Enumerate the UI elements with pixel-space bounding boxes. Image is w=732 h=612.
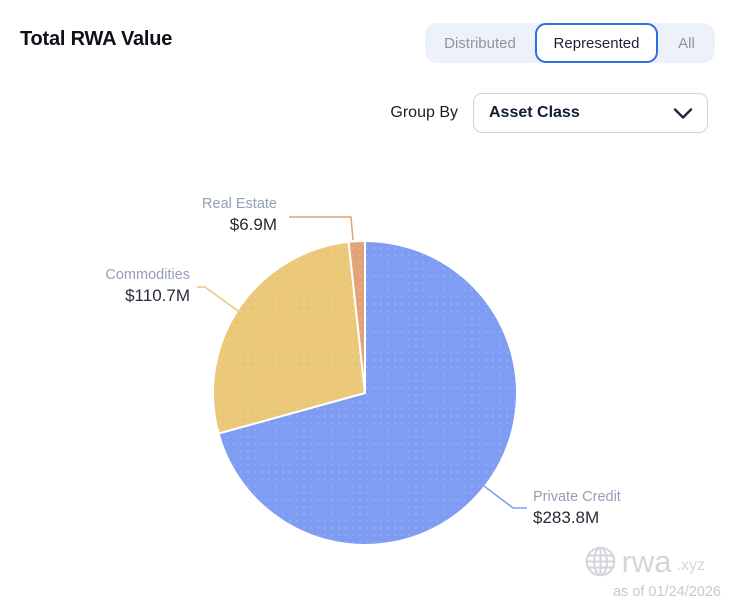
label-commodities-name: Commodities (105, 267, 190, 283)
watermark-brand: rwa (621, 544, 672, 579)
group-by-label: Group By (390, 104, 458, 121)
label-commodities: Commodities $110.7M (105, 266, 190, 306)
globe-icon (585, 546, 615, 577)
label-real-estate-value: $6.9M (229, 215, 277, 234)
connector-private-credit (483, 485, 527, 509)
connector-real-estate (289, 216, 354, 241)
group-by-row: Group By Asset Class (390, 93, 708, 133)
chevron-down-icon (673, 107, 693, 119)
label-private-credit: Private Credit $283.8M (533, 488, 621, 528)
connector-commodities (197, 286, 239, 312)
as-of-date: as of 01/24/2026 (612, 584, 721, 600)
toggle-represented[interactable]: Represented (535, 23, 658, 63)
page-title: Total RWA Value (20, 28, 173, 50)
label-private-credit-value: $283.8M (533, 508, 600, 527)
toggle-all[interactable]: All (658, 23, 715, 63)
rwa-watermark: rwa .xyz (584, 545, 705, 578)
watermark-tld: .xyz (676, 557, 705, 574)
label-commodities-value: $110.7M (125, 286, 190, 305)
toggle-distributed[interactable]: Distributed (425, 23, 535, 63)
group-by-dropdown[interactable]: Asset Class (473, 93, 708, 133)
label-private-credit-name: Private Credit (533, 489, 621, 505)
label-real-estate: Real Estate $6.9M (202, 195, 277, 235)
label-real-estate-name: Real Estate (202, 196, 277, 212)
group-by-selected-value: Asset Class (489, 104, 580, 121)
view-toggle-group: Distributed Represented All (425, 23, 715, 63)
